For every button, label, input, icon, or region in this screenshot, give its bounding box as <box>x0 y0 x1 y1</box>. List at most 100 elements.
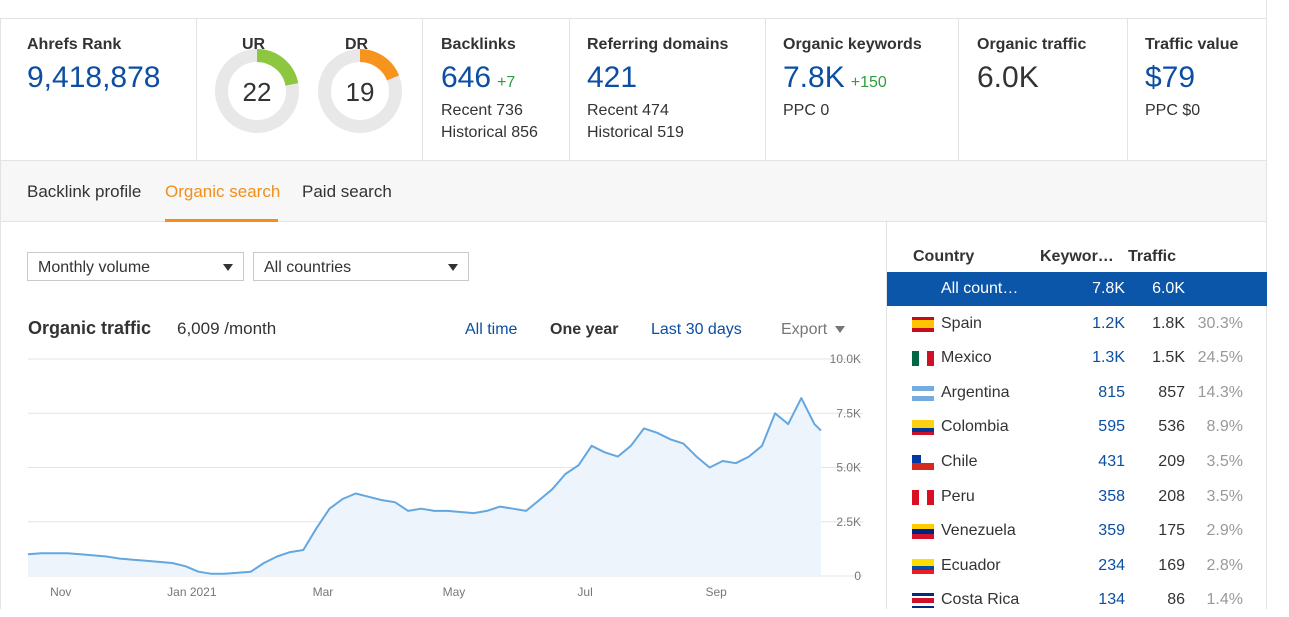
keywords-value[interactable]: 1.2K <box>1092 314 1125 332</box>
y-tick-label: 2.5K <box>836 515 861 529</box>
organic-traffic-metric: Organic traffic 6.0K <box>959 19 1128 160</box>
table-row[interactable]: Peru 358 208 3.5% <box>887 480 1267 514</box>
keywords-value[interactable]: 134 <box>1098 591 1125 609</box>
export-button[interactable]: Export <box>781 321 846 339</box>
ur-gauge[interactable]: 22 <box>213 47 301 135</box>
table-row[interactable]: Chile 431 209 3.5% <box>887 445 1267 479</box>
country-select-value: All countries <box>264 259 352 276</box>
traffic-value-metric: Traffic value $79 PPC $0 <box>1128 19 1267 160</box>
traffic-share: 30.3% <box>1197 314 1243 332</box>
dr-gauge[interactable]: 19 <box>316 47 404 135</box>
chart-title: Organic traffic <box>28 318 152 338</box>
y-tick-label: 0 <box>854 569 861 583</box>
chart-total: 6,009 /month <box>177 319 277 338</box>
y-tick-label: 5.0K <box>836 461 861 475</box>
country-name: Mexico <box>941 349 992 367</box>
ur-label: UR <box>242 36 266 53</box>
traffic-share: 24.5% <box>1197 349 1243 367</box>
x-tick-label: May <box>443 585 466 599</box>
table-row[interactable]: Venezuela 359 175 2.9% <box>887 514 1267 548</box>
referring-domains-recent: Recent 474 <box>587 102 669 119</box>
backlinks-historical: Historical 856 <box>441 124 538 141</box>
traffic-share: 2.9% <box>1206 522 1243 540</box>
keywords-value[interactable]: 595 <box>1098 418 1125 436</box>
organic-keywords-delta: +150 <box>850 74 887 91</box>
range-all-time[interactable]: All time <box>465 321 518 338</box>
traffic-value-value[interactable]: $79 <box>1145 61 1196 94</box>
peru-flag-icon <box>912 489 934 505</box>
table-row[interactable]: Spain 1.2K 1.8K 30.3% <box>887 307 1267 341</box>
backlinks-metric: Backlinks 646 +7 Recent 736 Historical 85… <box>423 19 570 160</box>
keywords-value[interactable]: 815 <box>1098 383 1125 401</box>
y-tick-label: 7.5K <box>836 406 861 420</box>
range-one-year[interactable]: One year <box>550 321 619 338</box>
keywords-value[interactable]: 358 <box>1098 487 1125 505</box>
traffic-share: 8.9% <box>1206 418 1243 436</box>
volume-select[interactable]: Monthly volume <box>27 252 244 281</box>
caret-down-icon <box>223 264 233 271</box>
active-tab-indicator <box>165 219 278 222</box>
traffic-value: 208 <box>1158 487 1185 505</box>
keywords-value[interactable]: 7.8K <box>1092 280 1125 297</box>
country-name: Peru <box>941 487 975 505</box>
table-row[interactable]: Mexico 1.3K 1.5K 24.5% <box>887 341 1267 375</box>
caret-down-icon <box>835 326 846 334</box>
traffic-header[interactable]: Traffic <box>1128 248 1177 265</box>
traffic-value-label: Traffic value <box>1145 36 1239 53</box>
backlinks-value[interactable]: 646 <box>441 61 492 94</box>
rating-metrics: UR DR 22 19 <box>197 19 423 160</box>
organic-keywords-value-wrap: 7.8K +150 <box>783 61 887 95</box>
table-row[interactable]: Ecuador 234 169 2.8% <box>887 549 1267 583</box>
ur-gauge-arc <box>256 49 299 86</box>
organic-traffic-value: 6.0K <box>977 61 1039 94</box>
keywords-value[interactable]: 1.3K <box>1092 349 1125 367</box>
tab-organic-search[interactable]: Organic search <box>165 182 281 201</box>
keywords-header[interactable]: Keywor… <box>1040 248 1114 265</box>
traffic-value: 1.8K <box>1152 314 1185 332</box>
organic-keywords-value[interactable]: 7.8K <box>783 61 845 94</box>
table-row[interactable]: Costa Rica 134 86 1.4% <box>887 583 1267 617</box>
table-row-all-countries[interactable]: All count… 7.8K 6.0K <box>887 272 1267 306</box>
traffic-value: 209 <box>1158 453 1185 470</box>
range-last-30-days[interactable]: Last 30 days <box>651 321 742 338</box>
country-select[interactable]: All countries <box>253 252 469 281</box>
table-row[interactable]: Colombia 595 536 8.9% <box>887 410 1267 444</box>
ahrefs-rank-value[interactable]: 9,418,878 <box>27 61 161 94</box>
country-name: Chile <box>941 453 978 470</box>
keywords-value[interactable]: 359 <box>1098 522 1125 540</box>
x-tick-label: Nov <box>50 585 71 599</box>
traffic-share: 3.5% <box>1206 453 1243 470</box>
tab-paid-search[interactable]: Paid search <box>302 182 392 201</box>
backlinks-value-wrap: 646 +7 <box>441 61 515 95</box>
table-row[interactable]: Argentina 815 857 14.3% <box>887 376 1267 410</box>
referring-domains-label: Referring domains <box>587 36 729 53</box>
backlinks-delta: +7 <box>497 74 516 91</box>
organic-traffic-panel: Monthly volume All countries Organic tra… <box>0 222 886 609</box>
country-name: Spain <box>941 314 982 332</box>
dr-gauge-arc <box>359 49 400 81</box>
keywords-value[interactable]: 234 <box>1098 556 1125 574</box>
y-tick-label: 10.0K <box>830 352 861 366</box>
organic-traffic-chart[interactable]: 10.0K 7.5K 5.0K 2.5K 0 Nov Jan 2021 Mar May Jul Se… <box>1 222 886 609</box>
caret-down-icon <box>448 264 458 271</box>
traffic-line <box>27 397 822 575</box>
country-name: Colombia <box>941 418 1009 436</box>
ecuador-flag-icon <box>912 558 934 574</box>
traffic-share: 14.3% <box>1197 383 1243 401</box>
traffic-value: 1.5K <box>1152 349 1185 367</box>
keywords-value[interactable]: 431 <box>1098 453 1125 470</box>
referring-domains-value[interactable]: 421 <box>587 61 638 94</box>
ahrefs-rank-label: Ahrefs Rank <box>27 36 122 53</box>
country-name: Argentina <box>941 383 1010 401</box>
traffic-value: 6.0K <box>1152 280 1185 297</box>
traffic-area <box>28 398 821 576</box>
tab-backlink-profile[interactable]: Backlink profile <box>27 182 142 201</box>
traffic-share: 3.5% <box>1206 487 1243 505</box>
traffic-value: 169 <box>1158 556 1185 574</box>
colombia-flag-icon <box>912 420 934 436</box>
x-tick-label: Jan 2021 <box>167 585 217 599</box>
referring-domains-metric: Referring domains 421 Recent 474 Histori… <box>570 19 766 160</box>
organic-keywords-label: Organic keywords <box>783 36 922 53</box>
country-name: Ecuador <box>941 556 1001 574</box>
country-header[interactable]: Country <box>913 248 975 265</box>
